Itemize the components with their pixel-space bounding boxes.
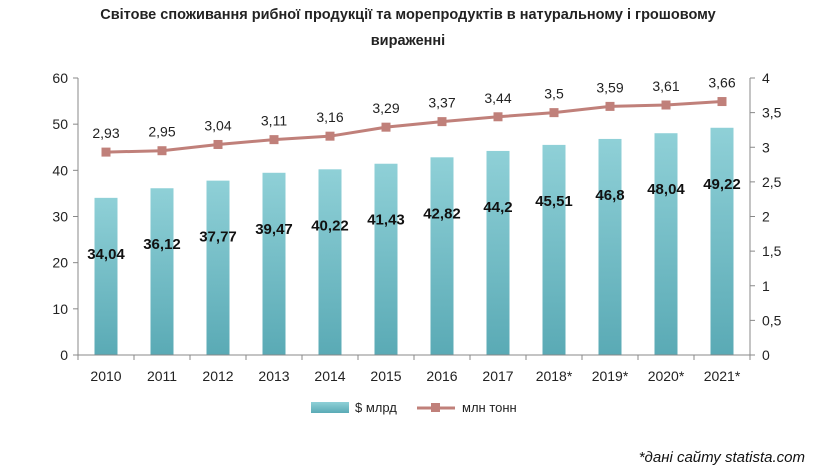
y-left-tick-label: 50 [52,116,68,132]
bar-2018* [542,144,566,355]
legend-bar-swatch [311,402,349,413]
chart-title-line-1: Світове споживання рибної продукції та м… [100,7,715,23]
bar-series [94,127,734,355]
legend-line-label: млн тонн [462,400,517,415]
bar-2011 [150,188,174,355]
y-right-tick-label: 1 [762,278,770,294]
x-tick-label: 2010 [90,368,121,384]
x-tick-label: 2021* [704,368,741,384]
bar-label: 41,43 [367,212,405,229]
bar-label: 46,8 [595,187,624,204]
line-label: 3,5 [544,86,564,102]
line-point-2019* [605,101,615,111]
bar-label: 34,04 [87,246,125,263]
x-tick-label: 2016 [426,368,457,384]
line-label: 3,59 [596,79,623,95]
y-right-tick-label: 1,5 [762,243,782,259]
y-right-tick-label: 0,5 [762,312,782,328]
x-tick-label: 2011 [147,368,177,384]
x-tick-label: 2013 [258,368,289,384]
y-right-tick-label: 3 [762,139,770,155]
bar-label: 48,04 [647,181,685,198]
legend-bar-label: $ млрд [355,400,397,415]
line-label: 2,95 [148,124,175,140]
legend-line-marker [431,403,440,412]
bar-label: 37,77 [199,229,237,246]
y-left-tick-label: 30 [52,209,68,225]
bar-label: 45,51 [535,193,573,210]
line-label: 3,04 [204,117,231,133]
source-note: *дані сайту statista.com [639,449,805,466]
bar-2012 [206,180,230,355]
y-left-tick-label: 10 [52,301,68,317]
line-label: 3,37 [428,95,455,111]
x-tick-label: 2017 [482,368,513,384]
y-left-tick-label: 40 [52,162,68,178]
line-point-2015 [381,122,391,132]
line-point-2020* [661,100,671,110]
y-left-tick-label: 20 [52,255,68,271]
axes: 0 10 20 30 40 50 60 0 0,5 1 1,5 2 2,5 3 3,5 4 2010 2011 20… [52,70,781,384]
line-series [101,97,727,157]
line-label: 3,61 [652,78,679,94]
bar-2021* [710,127,734,355]
line-point-2018* [549,108,559,118]
x-tick-label: 2020* [648,368,685,384]
bar-2015 [374,163,398,355]
x-tick-label: 2014 [314,368,345,384]
line-point-2012 [213,139,223,149]
x-tick-label: 2018* [536,368,573,384]
bar-2014 [318,169,342,355]
x-tick-label: 2015 [370,368,401,384]
line-label: 3,29 [372,100,399,116]
chart-title-line-2: вираженні [371,33,445,49]
line-point-2021* [717,97,727,107]
line-label: 3,16 [316,109,343,125]
bar-label: 42,82 [423,205,461,222]
legend: $ млрд млн тонн [311,400,517,415]
line-point-2017 [493,112,503,122]
bar-label: 44,2 [483,199,512,216]
y-left-tick-label: 0 [60,347,68,363]
bar-2017 [486,150,510,355]
bar-2019* [598,138,622,355]
bar-2016 [430,157,454,355]
bar-label: 36,12 [143,236,181,253]
y-right-tick-label: 0 [762,347,770,363]
y-right-tick-label: 4 [762,70,770,86]
line-label: 3,11 [261,113,287,129]
bar-label: 39,47 [255,221,293,238]
x-tick-label: 2012 [202,368,233,384]
bar-2020* [654,133,678,355]
line-label: 3,44 [484,90,511,106]
line-point-2010 [101,147,111,157]
y-right-tick-label: 2,5 [762,174,782,190]
line-point-2013 [269,135,279,145]
bar-label: 40,22 [311,217,349,234]
line-label: 3,66 [708,75,735,91]
y-right-tick-label: 2 [762,209,770,225]
line-label: 2,93 [92,125,119,141]
line-path [105,100,723,154]
line-point-2011 [157,146,167,156]
bar-2010 [94,197,118,355]
bar-2013 [262,172,286,355]
line-point-2016 [437,117,447,127]
x-tick-label: 2019* [592,368,629,384]
y-left-tick-label: 60 [52,70,68,86]
data-labels: 34,04 36,12 37,77 39,47 40,22 41,43 42,82 44,2 4… [87,75,741,263]
y-right-tick-label: 3,5 [762,105,782,121]
bar-label: 49,22 [703,176,741,193]
line-point-2014 [325,131,335,141]
